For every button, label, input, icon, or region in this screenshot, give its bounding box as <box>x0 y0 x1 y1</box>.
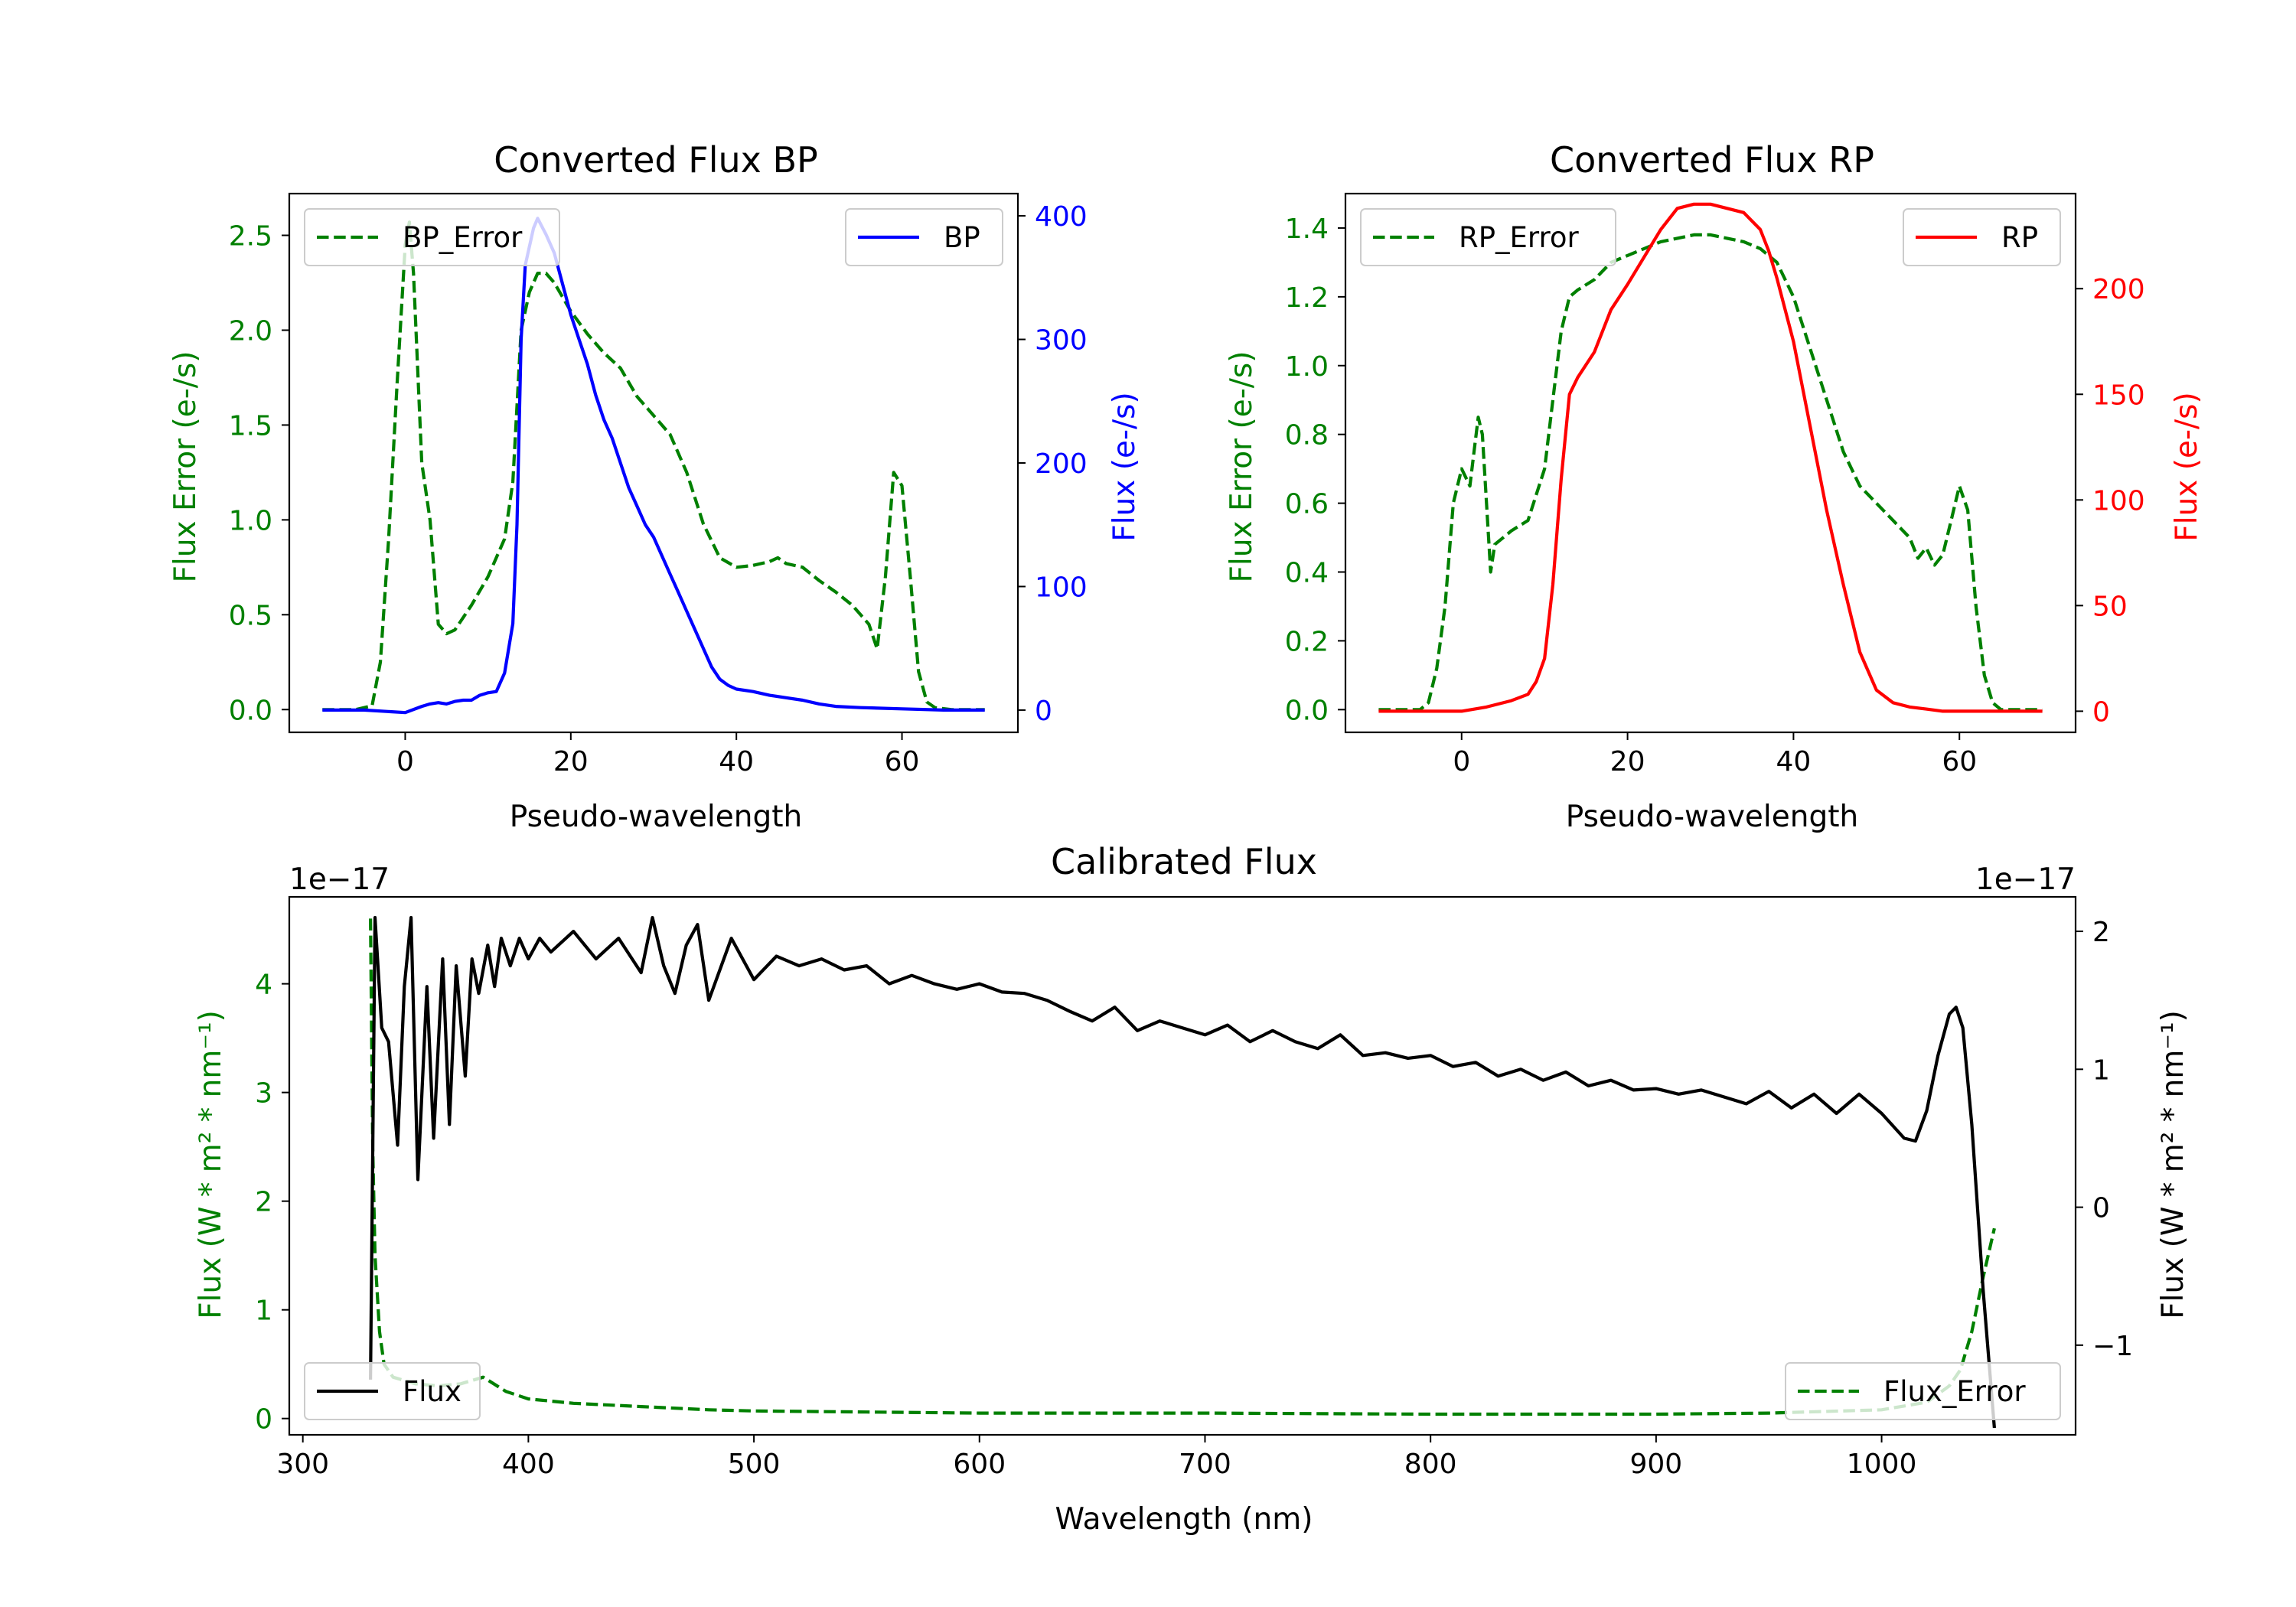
bp-left-y-tick-label: 0.0 <box>229 695 272 726</box>
calibrated-right-y-tick-label: 2 <box>2092 917 2110 948</box>
bp-legend: BP <box>845 208 1003 266</box>
calibrated-plot-frame <box>288 895 2077 1436</box>
calibrated-right-offset-label: 1e−17 <box>1975 862 2076 897</box>
bp-right-y-tick-label: 0 <box>1035 696 1052 727</box>
rp-left-y-tick-label: 1.2 <box>1285 282 1329 314</box>
bp-error-legend: BP_Error <box>304 208 560 266</box>
rp-series-line <box>1378 202 2043 713</box>
bp-left-axis-label: Flux Error (e-/s) <box>168 351 203 583</box>
rp-left-y-tick-label: 0.4 <box>1285 558 1329 589</box>
bp-x-tick-label: 60 <box>885 746 920 777</box>
calibrated-right-y-tick-label: 1 <box>2092 1054 2110 1086</box>
calibrated-right-axis-label: Flux (W * m² * nm⁻¹) <box>2156 1010 2190 1319</box>
bp-x-tick-label: 0 <box>396 746 414 777</box>
rp-left-axis-label: Flux Error (e-/s) <box>1225 351 1259 583</box>
legend-label: RP_Error <box>1459 221 1579 254</box>
rp-right-y-tick-label: 50 <box>2092 591 2128 622</box>
legend-label: Flux_Error <box>1883 1375 2026 1408</box>
rp-right-y-tick-label: 0 <box>2092 696 2110 728</box>
legend-box <box>1785 1362 2061 1420</box>
legend-label: Flux <box>403 1375 461 1408</box>
rp-error-series-line <box>1378 233 2043 712</box>
bp-right-y-tick-label: 300 <box>1035 325 1088 357</box>
rp-right-y-tick-label: 200 <box>2092 274 2145 305</box>
flux-legend: Flux <box>304 1362 481 1420</box>
calibrated-x-tick-label: 600 <box>953 1449 1006 1480</box>
legend-label: BP <box>944 221 980 254</box>
legend-box <box>1903 208 2061 266</box>
bp-x-tick-label: 40 <box>719 746 754 777</box>
bp-right-y-tick-label: 400 <box>1035 201 1088 233</box>
rp-left-y-tick-label: 0.6 <box>1285 489 1329 520</box>
rp-left-y-tick-label: 1.4 <box>1285 214 1329 245</box>
rp-left-y-tick-label: 0.8 <box>1285 420 1329 451</box>
bp-panel: Converted Flux BP Pseudo-wavelength Flux… <box>168 139 1142 834</box>
calibrated-left-axis-label: Flux (W * m² * nm⁻¹) <box>194 1010 228 1319</box>
rp-right-y-tick-label: 150 <box>2092 380 2145 411</box>
rp-x-tick-label: 40 <box>1776 746 1812 777</box>
legend-label: RP <box>2001 221 2038 254</box>
bp-chart-title: Converted Flux BP <box>494 139 818 181</box>
calibrated-x-tick-label: 400 <box>502 1449 555 1480</box>
bp-x-axis-label: Pseudo-wavelength <box>510 800 802 834</box>
legend-box <box>304 1362 481 1420</box>
calibrated-left-y-tick-label: 3 <box>255 1078 272 1110</box>
bp-x-tick-label: 20 <box>553 746 589 777</box>
calibrated-left-offset-label: 1e−17 <box>289 862 390 897</box>
calibrated-right-y-tick-label: 0 <box>2092 1193 2110 1224</box>
calibrated-x-tick-label: 900 <box>1630 1449 1683 1480</box>
calibrated-x-tick-label: 700 <box>1179 1449 1231 1480</box>
calibrated-panel: Calibrated Flux Wavelength (nm) Flux (W … <box>194 841 2190 1537</box>
legend-label: BP_Error <box>403 221 523 254</box>
calibrated-left-y-tick-label: 1 <box>255 1296 272 1327</box>
legend-box <box>304 208 560 266</box>
legend-box <box>1360 208 1616 266</box>
bp-series-line <box>322 217 985 715</box>
flux-series-line <box>369 915 1996 1429</box>
calibrated-chart-title: Calibrated Flux <box>1051 841 1317 882</box>
calibrated-right-y-tick-label: −1 <box>2092 1331 2133 1362</box>
rp-x-tick-label: 0 <box>1453 746 1470 777</box>
bp-left-y-tick-label: 0.5 <box>229 600 272 631</box>
rp-x-tick-label: 20 <box>1610 746 1645 777</box>
rp-left-y-tick-label: 1.0 <box>1285 351 1329 383</box>
calibrated-left-y-tick-label: 4 <box>255 970 272 1001</box>
rp-right-axis-label: Flux (e-/s) <box>2170 392 2204 541</box>
rp-chart-title: Converted Flux RP <box>1550 139 1874 181</box>
rp-plot-frame <box>1344 192 2077 734</box>
calibrated-left-y-tick-label: 2 <box>255 1187 272 1218</box>
rp-x-axis-label: Pseudo-wavelength <box>1566 800 1858 834</box>
rp-legend: RP <box>1903 208 2061 266</box>
bp-left-y-tick-label: 1.5 <box>229 410 272 442</box>
bp-error-series-line <box>322 220 985 712</box>
rp-right-y-tick-label: 100 <box>2092 485 2145 517</box>
rp-left-y-tick-label: 0.2 <box>1285 626 1329 657</box>
calibrated-x-axis-label: Wavelength (nm) <box>1055 1502 1313 1537</box>
calibrated-x-tick-label: 800 <box>1404 1449 1457 1480</box>
rp-error-legend: RP_Error <box>1360 208 1616 266</box>
rp-panel: Converted Flux RP Pseudo-wavelength Flux… <box>1225 139 2204 834</box>
bp-right-y-tick-label: 100 <box>1035 572 1088 603</box>
bp-left-y-tick-label: 2.5 <box>229 221 272 253</box>
bp-right-axis-label: Flux (e-/s) <box>1107 392 1142 541</box>
calibrated-x-tick-label: 500 <box>728 1449 781 1480</box>
bp-left-y-tick-label: 1.0 <box>229 505 272 536</box>
legend-box <box>845 208 1003 266</box>
calibrated-left-y-tick-label: 0 <box>255 1404 272 1436</box>
bp-right-y-tick-label: 200 <box>1035 448 1088 480</box>
calibrated-x-tick-label: 1000 <box>1847 1449 1917 1480</box>
rp-x-tick-label: 60 <box>1942 746 1977 777</box>
calibrated-x-tick-label: 300 <box>276 1449 329 1480</box>
bp-left-y-tick-label: 2.0 <box>229 315 272 347</box>
flux-error-legend: Flux_Error <box>1785 1362 2061 1420</box>
rp-left-y-tick-label: 0.0 <box>1285 695 1329 726</box>
